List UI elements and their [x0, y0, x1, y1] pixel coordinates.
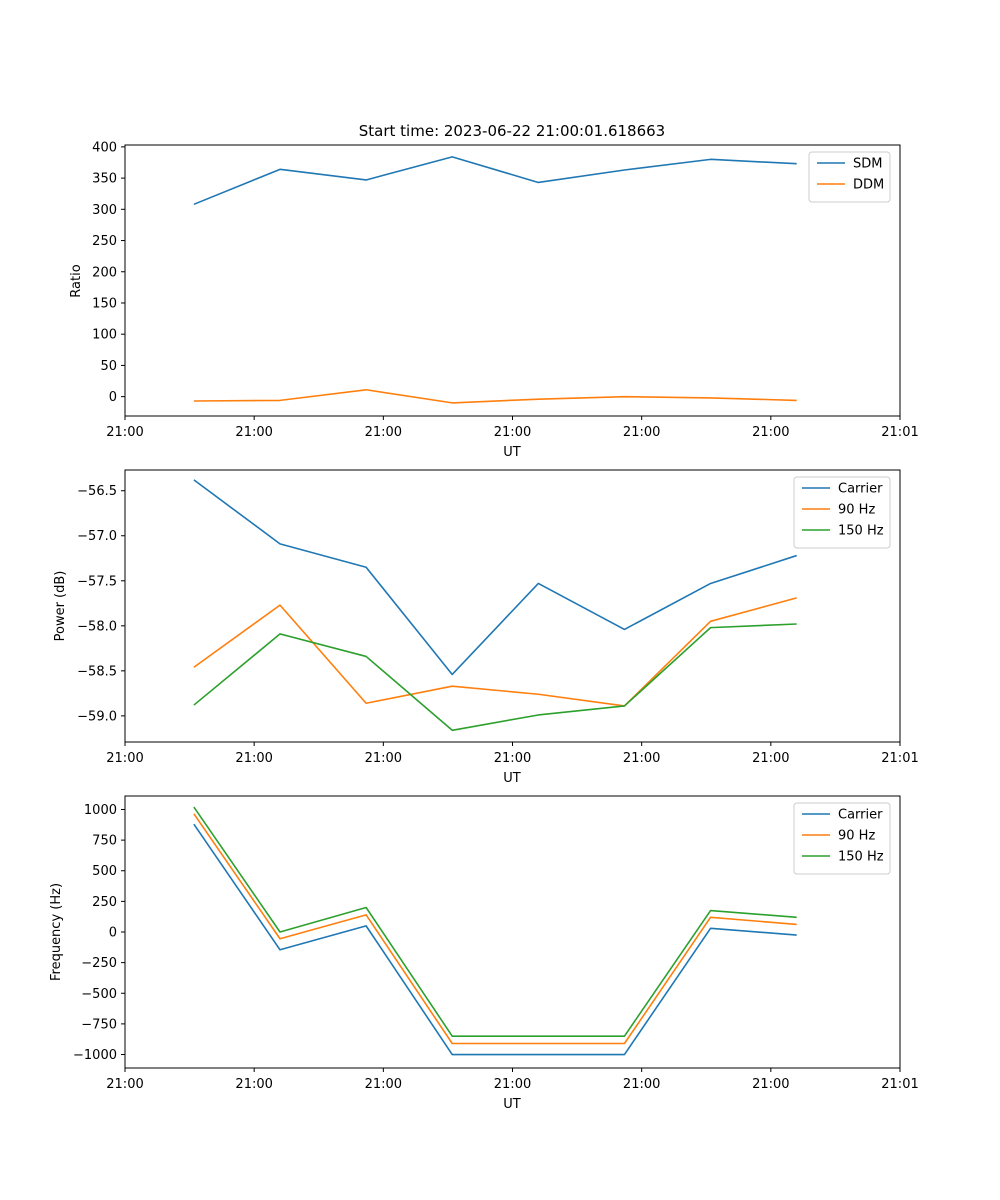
- y-tick-label: 0: [109, 926, 117, 941]
- series-line-carrier: [193, 479, 797, 676]
- power-panel: 21:00 21:00 21:00 21:00 21:00 21:00 21:01 −59.0…: [53, 469, 919, 786]
- y-tick-label: 100: [92, 328, 117, 343]
- x-tick-label: 21:00: [235, 1077, 272, 1092]
- y-tick-label: −58.0: [77, 619, 117, 634]
- x-tick-label: 21:00: [494, 425, 531, 440]
- y-tick-label: 250: [92, 234, 117, 249]
- y-tick-label: −59.0: [77, 709, 117, 724]
- ratio-x-axis-label: UT: [503, 445, 521, 460]
- series-line-sdm: [193, 156, 797, 206]
- y-tick-label: 50: [100, 359, 117, 374]
- legend-label: Carrier: [838, 808, 883, 823]
- series-line-ddm: [193, 388, 797, 404]
- chart-title: Start time: 2023-06-22 21:00:01.618663: [359, 122, 665, 140]
- power-x-axis-label: UT: [503, 771, 521, 786]
- x-tick-label: 21:00: [494, 751, 531, 766]
- y-tick-label: −750: [81, 1017, 117, 1032]
- legend-box: [808, 151, 891, 203]
- frequency-legend: Carrier 90 Hz 150 Hz: [793, 802, 891, 875]
- y-tick-label: −56.5: [77, 484, 117, 499]
- y-tick-label: −57.5: [77, 574, 117, 589]
- frequency-ticks: 21:00 21:00 21:00 21:00 21:00 21:00 21:01 −1000…: [73, 803, 919, 1092]
- legend-label: 150 Hz: [838, 524, 884, 539]
- frequency-panel: 21:00 21:00 21:00 21:00 21:00 21:00 21:01 −1000…: [49, 795, 919, 1112]
- ratio-ticks: 21:00 21:00 21:00 21:00 21:00 21:00 21:01 0 50 10…: [92, 140, 919, 440]
- y-tick-label: −57.0: [77, 529, 117, 544]
- y-tick-label: −250: [81, 956, 117, 971]
- legend-label: 150 Hz: [838, 850, 884, 865]
- series-line-90-hz: [193, 813, 797, 1045]
- series-line-150-hz: [193, 623, 797, 732]
- legend-label: SDM: [853, 157, 882, 172]
- x-tick-label: 21:00: [494, 1077, 531, 1092]
- legend-label: DDM: [853, 178, 884, 193]
- x-tick-label: 21:00: [365, 751, 402, 766]
- series-line-carrier: [193, 823, 797, 1056]
- power-legend: Carrier 90 Hz 150 Hz: [793, 476, 891, 549]
- y-tick-label: −500: [81, 987, 117, 1002]
- y-tick-label: −1000: [73, 1048, 117, 1063]
- frequency-series: [193, 806, 797, 1056]
- y-tick-label: 350: [92, 172, 117, 187]
- frequency-x-axis-label: UT: [503, 1097, 521, 1112]
- x-tick-label: 21:00: [235, 425, 272, 440]
- power-series: [193, 479, 797, 732]
- y-tick-label: 0: [109, 390, 117, 405]
- ratio-legend: SDM DDM: [808, 151, 891, 203]
- frequency-y-axis-label: Frequency (Hz): [49, 883, 64, 981]
- x-tick-label: 21:00: [365, 1077, 402, 1092]
- power-axes-frame: [124, 469, 901, 743]
- power-ticks: 21:00 21:00 21:00 21:00 21:00 21:00 21:01 −59.0…: [77, 484, 919, 766]
- x-tick-label: 21:01: [881, 1077, 918, 1092]
- y-tick-label: 250: [92, 895, 117, 910]
- x-tick-label: 21:00: [752, 751, 789, 766]
- y-tick-label: −58.5: [77, 664, 117, 679]
- x-tick-label: 21:00: [623, 1077, 660, 1092]
- x-tick-label: 21:01: [881, 425, 918, 440]
- ratio-panel: Start time: 2023-06-22 21:00:01.618663 2…: [69, 122, 919, 460]
- x-tick-label: 21:00: [235, 751, 272, 766]
- y-tick-label: 400: [92, 140, 117, 155]
- y-tick-label: 200: [92, 265, 117, 280]
- x-tick-label: 21:01: [881, 751, 918, 766]
- power-y-axis-label: Power (dB): [53, 571, 68, 642]
- y-tick-label: 1000: [84, 803, 117, 818]
- y-tick-label: 150: [92, 296, 117, 311]
- ratio-series: [193, 156, 797, 404]
- x-tick-label: 21:00: [106, 425, 143, 440]
- x-tick-label: 21:00: [106, 1077, 143, 1092]
- x-tick-label: 21:00: [752, 1077, 789, 1092]
- x-tick-label: 21:00: [365, 425, 402, 440]
- legend-label: 90 Hz: [838, 503, 875, 518]
- legend-label: Carrier: [838, 482, 883, 497]
- frequency-axes-frame: [124, 795, 901, 1069]
- ratio-axes-frame: [124, 144, 901, 417]
- x-tick-label: 21:00: [106, 751, 143, 766]
- y-tick-label: 500: [92, 864, 117, 879]
- y-tick-label: 750: [92, 834, 117, 849]
- series-line-90-hz: [193, 597, 797, 707]
- x-tick-label: 21:00: [623, 425, 660, 440]
- y-tick-label: 300: [92, 203, 117, 218]
- x-tick-label: 21:00: [752, 425, 789, 440]
- x-tick-label: 21:00: [623, 751, 660, 766]
- legend-label: 90 Hz: [838, 829, 875, 844]
- ratio-y-axis-label: Ratio: [69, 264, 84, 297]
- series-line-150-hz: [193, 806, 797, 1037]
